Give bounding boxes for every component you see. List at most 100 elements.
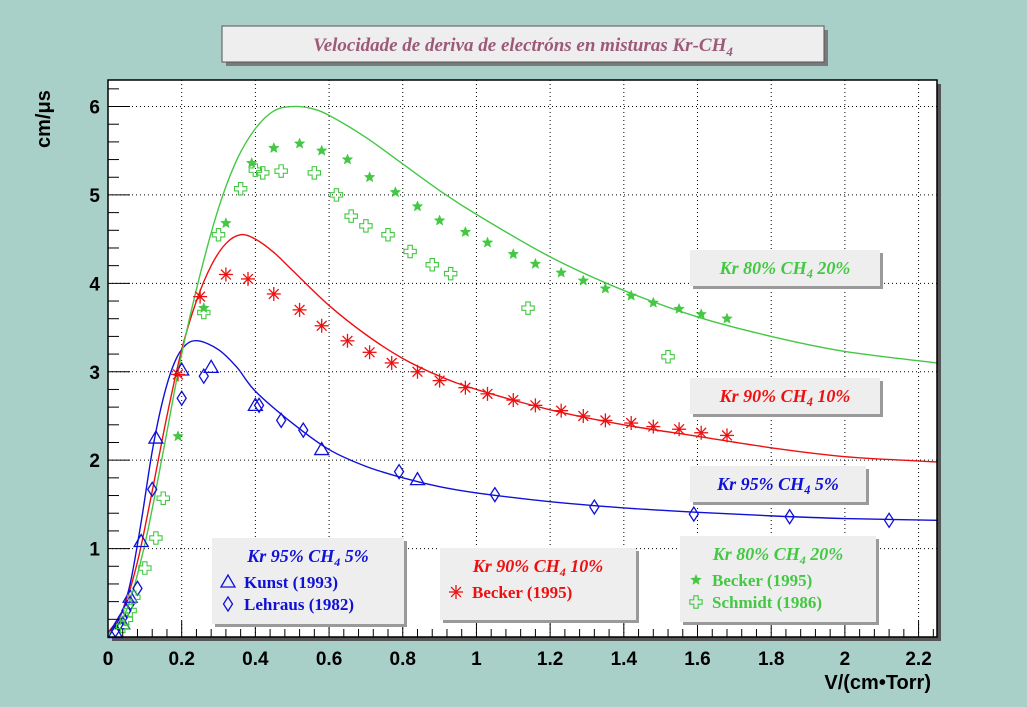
y-tick-label: 6 <box>89 98 100 119</box>
cross-marker <box>274 164 288 178</box>
curve-label-blue: Kr 95% CH4 5% <box>690 466 869 505</box>
x-tick-label: 1.4 <box>611 649 638 670</box>
star-marker <box>459 225 472 238</box>
x-tick-label: 1.6 <box>684 649 710 670</box>
x-tick-label: 1.8 <box>758 649 784 670</box>
y-tick-label: 4 <box>89 274 100 295</box>
chart-title-main: Velocidade de deriva de electróns en mis… <box>313 35 727 56</box>
data-markers <box>107 137 895 639</box>
curve-label-green: Kr 80% CH4 20% <box>690 250 883 289</box>
star-marker <box>245 156 258 169</box>
asterisk-marker <box>314 318 329 333</box>
curve-label-blue-box <box>690 466 866 502</box>
y-tick-label: 2 <box>89 451 100 472</box>
cross-marker <box>443 266 458 281</box>
triangle-marker <box>313 441 330 456</box>
diamond-marker <box>176 390 187 407</box>
diamond-marker <box>275 412 287 429</box>
asterisk-marker <box>528 398 543 413</box>
x-tick-label: 0 <box>103 649 114 670</box>
asterisk-marker <box>384 355 399 370</box>
legend-box <box>212 538 404 624</box>
cross-marker <box>344 209 358 223</box>
plot-frame-bottom-shadow <box>112 637 941 641</box>
star-marker <box>220 217 232 229</box>
asterisk-marker <box>432 373 447 388</box>
star-marker <box>721 312 733 324</box>
cross-marker <box>255 166 270 180</box>
asterisk-marker <box>719 428 734 443</box>
asterisk-marker <box>292 302 307 317</box>
cross-marker <box>307 166 322 180</box>
x-tick-label: 0.4 <box>242 649 269 670</box>
star-marker <box>625 289 638 301</box>
cross-marker <box>197 305 211 320</box>
asterisk-marker <box>598 413 613 428</box>
star-marker <box>315 144 328 156</box>
asterisk-marker <box>480 386 495 401</box>
cross-marker <box>359 219 373 233</box>
curve-label-red-text: Kr 90% CH4 10% <box>719 386 851 409</box>
asterisk-marker <box>241 271 256 286</box>
chart-title: Velocidade de deriva de electróns en mis… <box>313 35 733 59</box>
plot-frame <box>107 79 938 638</box>
diamond-marker <box>298 421 309 439</box>
star-marker <box>555 266 568 278</box>
diamond-marker <box>124 595 136 612</box>
star-marker <box>507 247 520 260</box>
asterisk-marker <box>694 425 709 440</box>
y-tick-label: 5 <box>89 186 100 207</box>
legend-star-icon <box>690 573 702 585</box>
triangle-marker <box>147 429 165 444</box>
star-marker <box>172 430 184 442</box>
diamond-marker <box>146 481 158 498</box>
legend-cross-icon <box>689 595 703 609</box>
cross-marker <box>127 590 141 604</box>
asterisk-marker <box>646 419 661 434</box>
legend-entry-label: Becker (1995) <box>472 583 572 602</box>
cross-marker <box>211 227 226 242</box>
cross-marker <box>381 227 395 242</box>
star-marker <box>341 153 354 165</box>
legend-entry-label: Schmidt (1986) <box>712 593 822 612</box>
x-axis-label: V/(cm•Torr) <box>824 672 931 694</box>
triangle-marker <box>121 588 139 603</box>
curve-green <box>108 105 937 635</box>
star-marker <box>577 274 590 286</box>
cross-marker <box>138 561 152 575</box>
diamond-marker <box>253 397 265 414</box>
diamond-marker <box>784 508 795 525</box>
diamond-marker <box>489 486 501 503</box>
diamond-marker <box>589 498 600 516</box>
star-marker <box>695 308 708 320</box>
asterisk-marker <box>362 345 377 360</box>
cross-marker <box>661 349 675 364</box>
legend-entry-label: Kunst (1993) <box>244 573 338 592</box>
x-tick-label: 1 <box>471 649 482 670</box>
star-marker <box>433 214 446 226</box>
star-marker <box>673 302 685 314</box>
star-marker <box>411 200 424 212</box>
asterisk-marker <box>506 393 521 408</box>
asterisk-marker <box>193 289 208 304</box>
chart-title-subscript: 4 <box>725 44 733 59</box>
x-tick-label: 0.6 <box>316 649 342 670</box>
triangle-marker <box>203 359 220 373</box>
title-box <box>221 25 825 63</box>
legend-diamond-icon <box>222 595 234 613</box>
curve-label-red: Kr 90% CH4 10% <box>690 378 883 417</box>
cross-marker <box>115 619 130 634</box>
cross-marker <box>403 244 417 259</box>
legend-asterisk-icon <box>449 585 463 599</box>
asterisk-marker <box>624 416 639 431</box>
triangle-marker <box>247 397 264 412</box>
asterisk-marker <box>410 364 425 379</box>
x-tick-label: 0.2 <box>168 649 194 670</box>
star-marker <box>389 186 402 198</box>
y-axis-label: cm/μs <box>33 90 55 148</box>
asterisk-marker <box>266 286 281 301</box>
star-marker <box>363 171 376 183</box>
asterisk-marker <box>554 403 569 418</box>
